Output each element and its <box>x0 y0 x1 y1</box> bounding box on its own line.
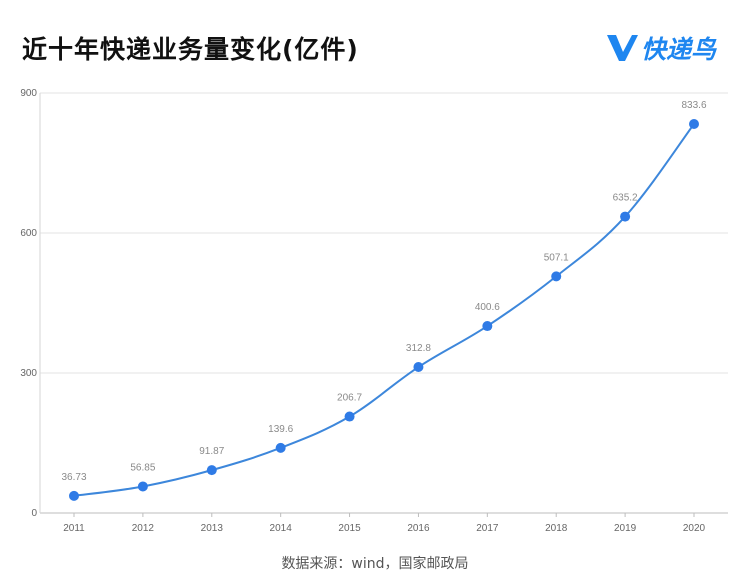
x-tick-label: 2011 <box>63 523 85 534</box>
data-point <box>689 118 699 129</box>
chart-title: 近十年快递业务量变化(亿件) <box>22 35 359 64</box>
x-tick-label: 2017 <box>476 523 499 534</box>
y-tick-label: 600 <box>20 228 37 239</box>
y-tick-label: 300 <box>20 368 37 379</box>
data-label: 635.2 <box>613 193 638 204</box>
x-tick-label: 2015 <box>338 523 361 534</box>
data-label: 91.87 <box>199 446 224 457</box>
data-point <box>69 490 79 501</box>
data-label: 507.1 <box>544 252 569 263</box>
y-axis: 0 300 600 900 <box>20 88 41 519</box>
brand-name: 快递鸟 <box>640 35 716 64</box>
data-label: 400.6 <box>475 302 500 313</box>
y-tick-label: 0 <box>31 508 37 519</box>
data-labels: 36.73 56.85 91.87 139.6 206.7 312.8 400.6 507.1… <box>61 100 706 483</box>
x-tick-label: 2019 <box>614 523 637 534</box>
brand-logo: 快递鸟 <box>605 30 716 66</box>
data-label: 56.85 <box>130 462 155 473</box>
data-point <box>482 321 493 332</box>
x-tick-label: 2014 <box>270 523 293 534</box>
grid-lines <box>40 92 728 514</box>
x-axis: 2011 2012 2013 2014 2015 2016 2017 2018 2019 2020 <box>63 513 706 534</box>
data-point <box>344 411 355 422</box>
series-line-path <box>73 123 695 497</box>
v-logo-icon <box>606 35 638 61</box>
series-line <box>73 123 695 497</box>
x-tick-label: 2020 <box>683 523 706 534</box>
data-label: 312.8 <box>406 343 431 354</box>
data-point <box>413 362 424 373</box>
data-source-note: 数据来源：wind，国家邮政局 <box>281 556 469 572</box>
data-point <box>275 442 286 453</box>
data-label: 206.7 <box>337 393 362 404</box>
x-tick-label: 2018 <box>545 523 568 534</box>
data-label: 36.73 <box>61 472 86 483</box>
data-label: 139.6 <box>268 424 293 435</box>
data-label: 833.6 <box>681 100 706 111</box>
y-tick-label: 900 <box>20 88 37 99</box>
x-tick-label: 2016 <box>407 523 430 534</box>
data-point <box>137 481 148 492</box>
data-point <box>620 211 631 222</box>
data-points <box>69 118 699 501</box>
data-point <box>551 271 562 282</box>
x-tick-label: 2013 <box>201 523 224 534</box>
data-point <box>206 465 217 476</box>
x-tick-label: 2012 <box>132 523 155 534</box>
